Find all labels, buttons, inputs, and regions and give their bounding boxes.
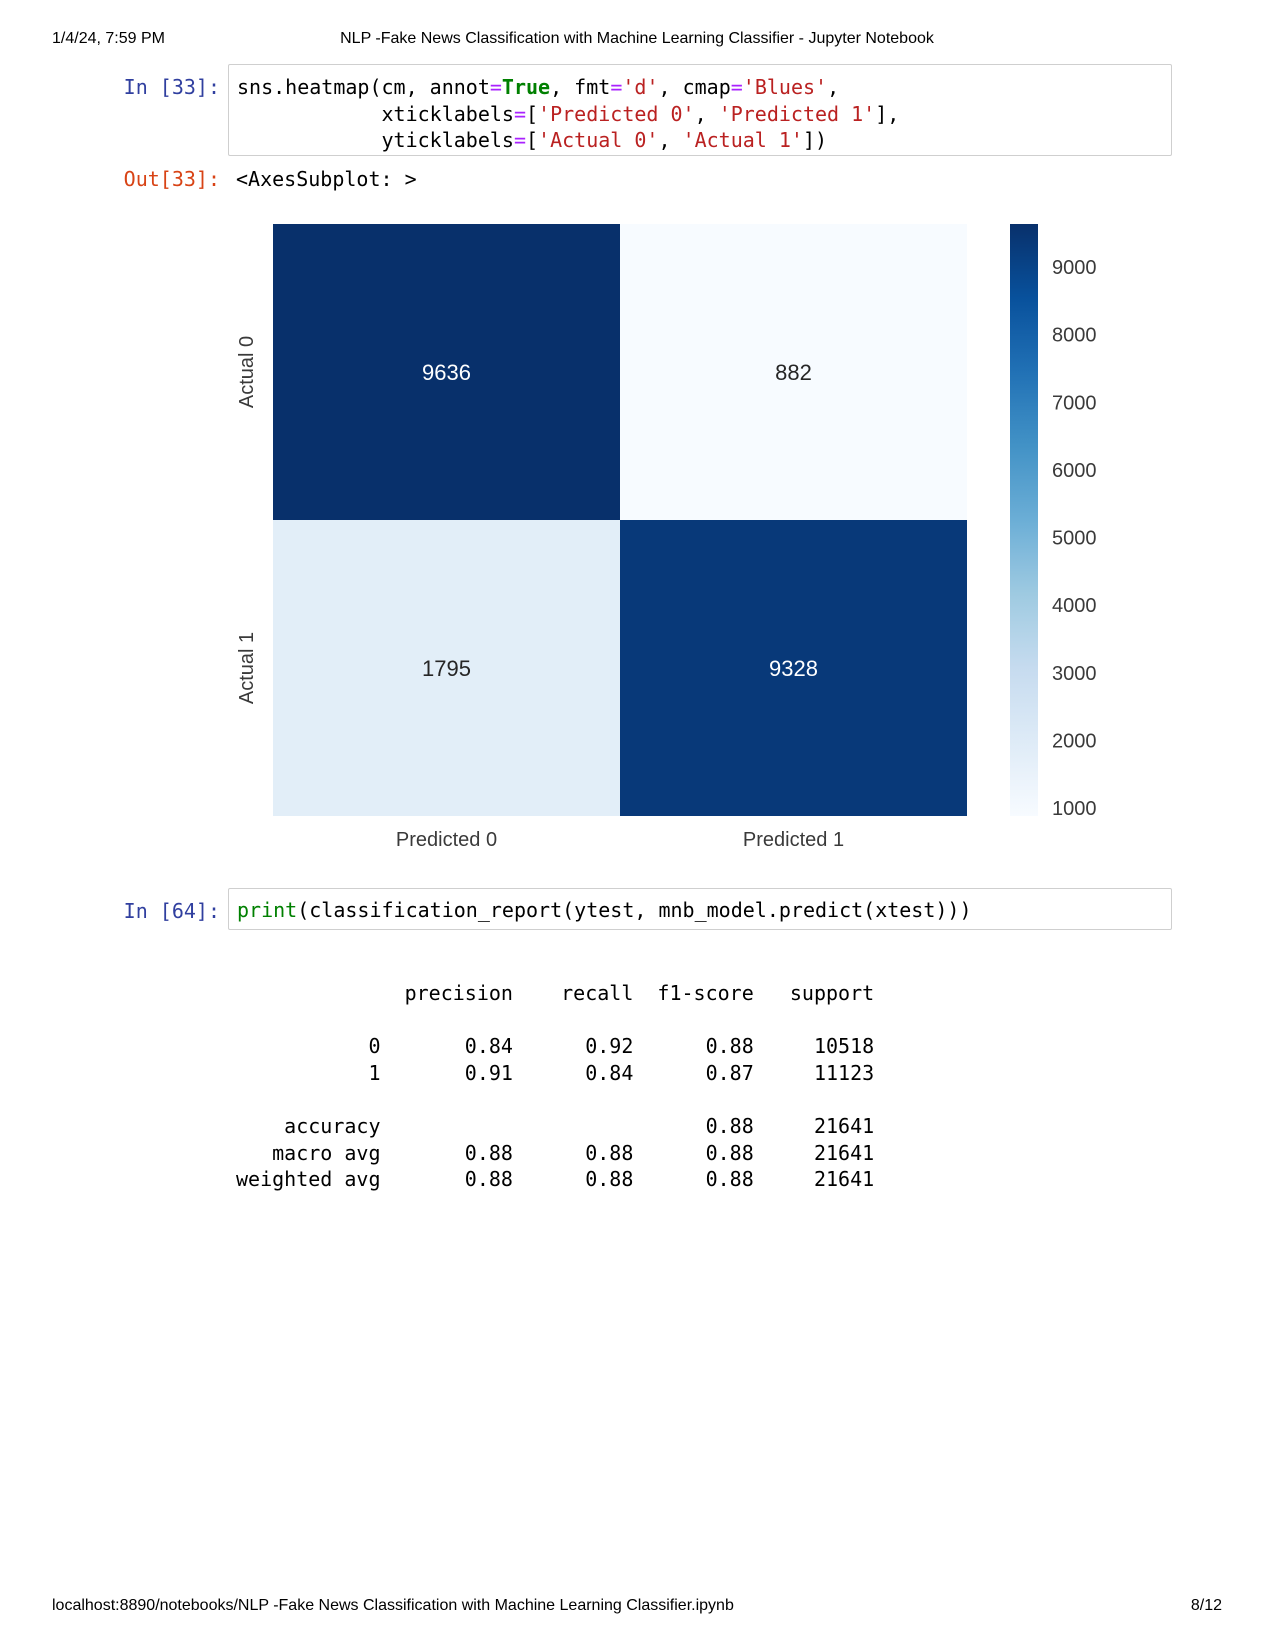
code-token: [	[526, 101, 539, 126]
code-cell-input[interactable]: sns.heatmap(cm, annot=True, fmt='d', cma…	[228, 64, 1172, 156]
code-token: True	[501, 75, 551, 99]
print-datetime: 1/4/24, 7:59 PM	[52, 30, 165, 47]
code-token: =	[489, 75, 502, 99]
input-prompt: In [33]:	[123, 75, 220, 99]
code-token: yticklabels	[237, 128, 514, 152]
x-tick-label: Predicted 1	[743, 829, 844, 851]
heatmap-cell	[620, 520, 967, 816]
x-tick-label: Predicted 0	[396, 829, 497, 851]
code-token: xticklabels	[237, 101, 514, 126]
code-cell-input-2[interactable]: print(classification_report(ytest, mnb_m…	[228, 888, 1172, 930]
code-token: print	[237, 898, 298, 922]
y-tick-label: Actual 1	[236, 632, 258, 704]
code-token: 'Predicted 0'	[538, 101, 695, 126]
colorbar-tick-label: 8000	[1052, 325, 1097, 347]
code-token: ,	[694, 101, 719, 126]
code-token: 'd'	[622, 75, 659, 99]
colorbar-tick-label: 2000	[1052, 730, 1097, 752]
code-token: , fmt	[550, 75, 611, 99]
colorbar-tick-label: 4000	[1052, 595, 1097, 617]
code-token: 'Blues'	[742, 75, 828, 99]
classification-report: precision recall f1-score support 0 0.84…	[236, 981, 875, 1192]
output-prompt: Out[33]:	[123, 167, 220, 191]
cell-annotation: 9636	[422, 360, 471, 385]
page-number: 8/12	[1190, 1597, 1222, 1614]
print-url: localhost:8890/notebooks/NLP -Fake News …	[52, 1597, 734, 1614]
code-token: =	[610, 75, 623, 99]
code-token: ,	[658, 128, 683, 152]
output-text: <AxesSubplot: >	[236, 167, 417, 191]
code-token: , cmap	[658, 75, 731, 99]
colorbar-tick-label: 5000	[1052, 528, 1097, 550]
print-title: NLP -Fake News Classification with Machi…	[340, 30, 934, 47]
code-editor-2[interactable]: print(classification_report(ytest, mnb_m…	[229, 889, 1171, 933]
cell-annotation: 1795	[422, 656, 471, 681]
heatmap-cell	[620, 224, 967, 520]
code-token: (classification_report(ytest, mnb_model.…	[297, 898, 972, 922]
colorbar	[1010, 224, 1038, 816]
code-token: =	[513, 101, 526, 126]
colorbar-tick-label: 7000	[1052, 392, 1097, 414]
y-tick-label: Actual 0	[236, 336, 258, 408]
cell-annotation: 9328	[769, 656, 818, 681]
code-token: =	[730, 75, 743, 99]
code-token: ,	[827, 75, 840, 99]
cell-annotation: 882	[775, 360, 812, 385]
code-token: 'Predicted 1'	[718, 101, 876, 126]
code-token: ])	[802, 128, 828, 152]
code-token: sns.heatmap(cm, annot	[237, 75, 490, 99]
heatmap-cell	[273, 520, 620, 816]
code-token: 'Actual 0'	[538, 128, 659, 152]
heatmap-cell	[273, 224, 620, 520]
colorbar-tick-label: 6000	[1052, 460, 1097, 482]
code-token: ],	[875, 101, 900, 126]
code-token: [	[526, 128, 539, 152]
code-token: 'Actual 1'	[682, 128, 803, 152]
code-token: =	[513, 128, 526, 152]
code-editor[interactable]: sns.heatmap(cm, annot=True, fmt='d', cma…	[229, 65, 1171, 163]
input-prompt-2: In [64]:	[123, 899, 220, 923]
colorbar-tick-label: 3000	[1052, 663, 1097, 685]
colorbar-tick-label: 9000	[1052, 257, 1097, 279]
colorbar-tick-label: 1000	[1052, 798, 1097, 820]
